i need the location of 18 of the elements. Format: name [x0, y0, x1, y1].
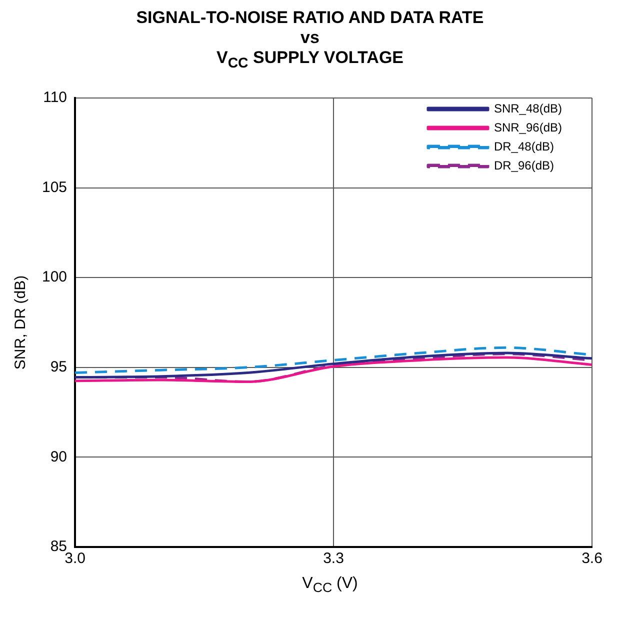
line-series [75, 352, 592, 379]
chart-subtitle: vs [300, 28, 320, 48]
y-tick-label: 95 [50, 358, 68, 376]
text: V$_{CC}$ SUPPLY VOLTAGE [215, 48, 405, 74]
x-tick-label: 3.6 [582, 550, 602, 568]
y-tick-label: 90 [50, 448, 68, 466]
x-tick-label: 3.0 [64, 550, 86, 568]
y-axis-title: SNR, DR (dB) [12, 276, 30, 370]
y-tick-label: 100 [42, 269, 68, 286]
chart-title: SIGNAL-TO-NOISE RATIO AND DATA RATE [135, 8, 485, 28]
legend-label: SNR_48(dB) [494, 102, 562, 116]
x-axis-title: V$_{CC}$ (V) [301, 575, 359, 596]
y-tick-label: 110 [43, 90, 68, 107]
y-tick-label: 105 [42, 179, 68, 196]
x-tick-label: 3.3 [323, 550, 344, 568]
legend-label: SNR_96(dB) [494, 120, 562, 135]
legend-label: DR_48(dB) [494, 140, 554, 154]
legend-label: DR_96(dB) [494, 158, 554, 173]
